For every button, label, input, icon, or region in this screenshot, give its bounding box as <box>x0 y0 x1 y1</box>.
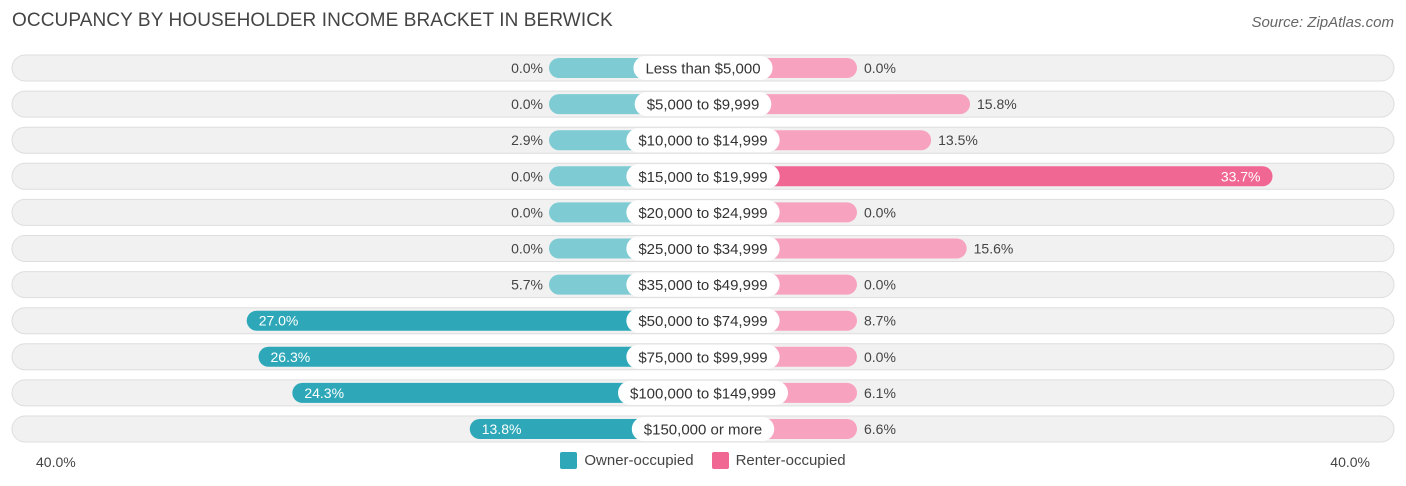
renter-value-label: 6.6% <box>864 421 896 437</box>
owner-bar <box>246 310 703 331</box>
category-label: $35,000 to $49,999 <box>638 277 767 294</box>
renter-value-label: 13.5% <box>938 132 978 148</box>
category-label: $100,000 to $149,999 <box>630 385 776 402</box>
renter-value-label: 15.6% <box>974 241 1014 257</box>
category-label: Less than $5,000 <box>645 61 760 78</box>
owner-value-label: 26.3% <box>271 349 311 365</box>
legend-item-owner: Owner-occupied <box>560 452 694 469</box>
axis-right-label: 40.0% <box>1330 454 1370 470</box>
renter-value-label: 15.8% <box>977 96 1017 112</box>
category-label: $150,000 or more <box>644 422 762 439</box>
category-pill <box>633 56 773 80</box>
chart-row: $25,000 to $34,999 0.0% 15.6% <box>11 235 1395 262</box>
legend-swatch-renter <box>711 452 729 469</box>
chart-row: $10,000 to $14,999 2.9% 13.5% <box>11 126 1395 154</box>
category-pill <box>626 236 780 261</box>
chart-row: $5,000 to $9,999 0.0% 15.8% <box>11 90 1395 118</box>
owner-value-label: 13.8% <box>482 421 522 437</box>
legend-label-renter: Renter-occupied <box>735 452 846 469</box>
category-pill <box>626 200 780 225</box>
renter-value-label: 0.0% <box>864 204 896 220</box>
category-pill <box>626 344 780 369</box>
owner-value-label: 0.0% <box>511 204 543 220</box>
renter-value-label: 6.1% <box>864 385 896 401</box>
category-label: $15,000 to $19,999 <box>638 169 767 186</box>
chart-row: $100,000 to $149,999 24.3% 6.1% <box>11 379 1395 407</box>
chart-row: $35,000 to $49,999 5.7% 0.0% <box>11 271 1395 299</box>
source-note: Source: ZipAtlas.com <box>1251 14 1394 31</box>
owner-value-label: 0.0% <box>511 241 543 257</box>
category-pill <box>626 164 780 189</box>
renter-value-label: 33.7% <box>1221 168 1261 184</box>
chart-row: $15,000 to $19,999 0.0% 33.7% <box>11 162 1395 190</box>
category-pill <box>626 272 780 297</box>
owner-bar <box>292 382 703 403</box>
owner-value-label: 0.0% <box>511 96 543 112</box>
category-pill <box>626 308 780 333</box>
renter-bar <box>703 166 1273 187</box>
renter-value-label: 8.7% <box>864 313 896 329</box>
category-label: $20,000 to $24,999 <box>638 205 767 222</box>
owner-value-label: 0.0% <box>511 168 543 184</box>
chart-title: OCCUPANCY BY HOUSEHOLDER INCOME BRACKET … <box>12 10 613 31</box>
category-pill <box>626 128 780 153</box>
owner-bar <box>258 346 703 367</box>
category-label: $25,000 to $34,999 <box>638 241 767 258</box>
owner-value-label: 0.0% <box>511 60 543 76</box>
legend-item-renter: Renter-occupied <box>711 452 846 469</box>
renter-value-label: 0.0% <box>864 349 896 365</box>
category-label: $50,000 to $74,999 <box>638 313 767 330</box>
owner-value-label: 2.9% <box>511 132 543 148</box>
category-label: $10,000 to $14,999 <box>638 133 767 150</box>
chart-row: $20,000 to $24,999 0.0% 0.0% <box>11 198 1395 226</box>
category-pill <box>618 380 788 405</box>
owner-value-label: 27.0% <box>259 313 299 329</box>
chart-row: $50,000 to $74,999 27.0% 8.7% <box>11 307 1395 335</box>
owner-value-label: 24.3% <box>304 385 344 401</box>
axis-left-label: 40.0% <box>36 454 76 470</box>
legend: Owner-occupied Renter-occupied <box>0 452 1406 469</box>
owner-value-label: 5.7% <box>511 277 543 293</box>
chart-row: $75,000 to $99,999 26.3% 0.0% <box>11 343 1395 371</box>
chart-row: Less than $5,000 0.0% 0.0% <box>11 54 1395 82</box>
legend-label-owner: Owner-occupied <box>584 452 694 469</box>
chart-row: $150,000 or more 13.8% 6.6% <box>11 415 1395 443</box>
renter-value-label: 0.0% <box>864 277 896 293</box>
category-pill <box>631 417 775 441</box>
renter-value-label: 0.0% <box>864 60 896 76</box>
category-pill <box>634 92 772 117</box>
category-label: $75,000 to $99,999 <box>638 349 767 366</box>
category-label: $5,000 to $9,999 <box>647 97 760 114</box>
legend-swatch-owner <box>560 452 578 469</box>
